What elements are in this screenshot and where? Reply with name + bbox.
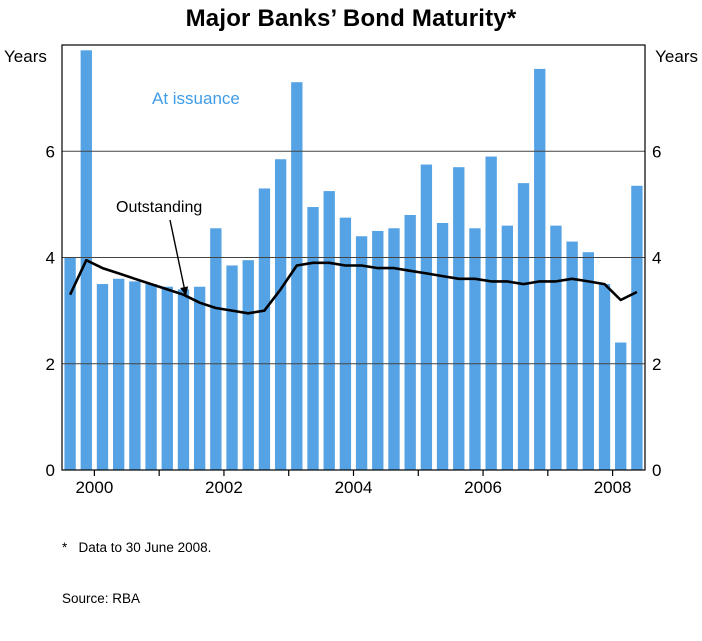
x-tick-label: 2002 xyxy=(205,478,243,497)
issuance-bar xyxy=(550,225,562,470)
issuance-bar xyxy=(145,284,157,470)
issuance-bar xyxy=(339,217,352,470)
y-tick-label-right: 4 xyxy=(652,249,661,268)
y-tick-label-right: 0 xyxy=(652,461,661,480)
issuance-bar xyxy=(615,342,627,470)
y-tick-label-left: 6 xyxy=(46,142,55,161)
issuance-bar xyxy=(534,68,546,470)
issuance-bar xyxy=(177,289,190,471)
issuance-bar xyxy=(582,252,594,470)
annotation-arrow-line xyxy=(169,219,187,297)
issuance-bar xyxy=(193,286,206,470)
issuance-bar xyxy=(258,188,271,470)
outstanding-label: Outstanding xyxy=(116,199,202,216)
footnote-data-note: * Data to 30 June 2008. xyxy=(62,540,212,555)
issuance-bar xyxy=(517,183,530,471)
issuance-bar xyxy=(274,159,287,470)
footnote-block: * Data to 30 June 2008. Source: RBA xyxy=(62,505,211,641)
y-tick-label-left: 4 xyxy=(46,249,55,268)
issuance-bar xyxy=(113,278,125,470)
issuance-bar xyxy=(242,260,254,470)
issuance-bar xyxy=(436,222,449,470)
issuance-bar xyxy=(631,185,643,470)
outstanding-line xyxy=(68,258,638,315)
y-tick-label-right: 2 xyxy=(652,355,661,374)
issuance-bar xyxy=(355,236,368,470)
issuance-bar xyxy=(469,228,481,470)
y-tick-label-left: 2 xyxy=(46,355,55,374)
x-tick-label: 2000 xyxy=(75,478,113,497)
y-tick-label-left: 0 xyxy=(46,461,55,480)
issuance-bar xyxy=(226,265,238,470)
issuance-bar xyxy=(388,228,400,470)
footnote-source: Source: RBA xyxy=(62,591,141,606)
x-tick-label: 2008 xyxy=(594,478,632,497)
issuance-bar xyxy=(307,207,319,470)
issuance-bar xyxy=(420,164,433,470)
bond-maturity-chart: 2000 2002 2004 2006 2008 0 0 2 2 4 4 6 6 At issuance O… xyxy=(46,44,661,497)
issuance-bar xyxy=(129,281,141,470)
issuance-bars-group xyxy=(64,50,643,471)
issuance-bar xyxy=(161,286,173,470)
y-tick-label-right: 6 xyxy=(652,142,661,161)
at-issuance-label: At issuance xyxy=(152,89,240,108)
annotation-arrowhead xyxy=(180,286,189,296)
issuance-bar xyxy=(453,167,465,470)
issuance-bar xyxy=(566,241,578,470)
issuance-bar xyxy=(598,284,611,470)
chart-title: Major Banks’ Bond Maturity* xyxy=(185,5,517,32)
issuance-bar xyxy=(485,156,497,470)
issuance-bar xyxy=(210,228,222,470)
issuance-bar xyxy=(372,230,384,470)
issuance-bar xyxy=(291,82,303,470)
issuance-bar xyxy=(501,225,514,470)
issuance-bar xyxy=(96,284,109,470)
y-axis-label-right: Years xyxy=(655,47,698,66)
y-axis-label-left: Years xyxy=(4,47,47,66)
issuance-bar xyxy=(323,191,335,470)
issuance-bar xyxy=(404,215,416,470)
x-tick-label: 2006 xyxy=(464,478,502,497)
x-tick-label: 2004 xyxy=(335,478,373,497)
